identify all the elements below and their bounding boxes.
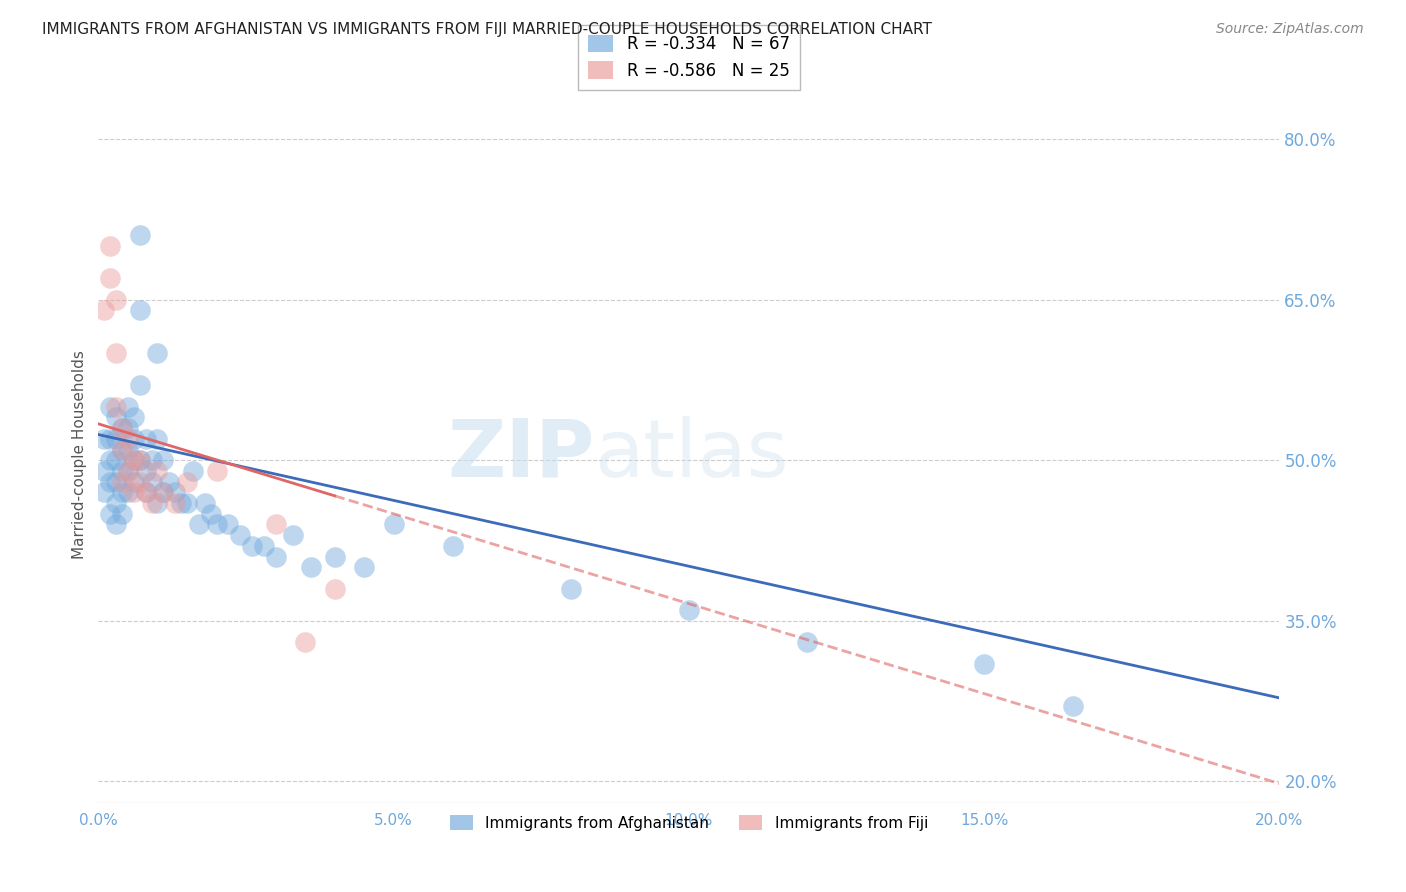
Point	[181, 464, 204, 478]
Point	[122, 485, 145, 500]
Point	[98, 507, 121, 521]
Point	[1062, 699, 1084, 714]
Point	[170, 496, 193, 510]
Point	[111, 464, 134, 478]
Point	[200, 507, 222, 521]
Point	[283, 528, 305, 542]
Point	[205, 517, 228, 532]
Point	[353, 560, 375, 574]
Point	[122, 453, 145, 467]
Point	[111, 442, 134, 457]
Point	[111, 421, 134, 435]
Point	[128, 228, 150, 243]
Point	[117, 442, 139, 457]
Text: IMMIGRANTS FROM AFGHANISTAN VS IMMIGRANTS FROM FIJI MARRIED-COUPLE HOUSEHOLDS CO: IMMIGRANTS FROM AFGHANISTAN VS IMMIGRANT…	[42, 22, 932, 37]
Point	[229, 528, 252, 542]
Y-axis label: Married-couple Households: Married-couple Households	[72, 351, 87, 559]
Point	[205, 464, 228, 478]
Point	[117, 400, 139, 414]
Point	[141, 496, 163, 510]
Point	[157, 475, 180, 489]
Point	[796, 635, 818, 649]
Point	[152, 453, 174, 467]
Point	[128, 453, 150, 467]
Point	[105, 410, 128, 425]
Point	[264, 549, 287, 564]
Text: Source: ZipAtlas.com: Source: ZipAtlas.com	[1216, 22, 1364, 37]
Point	[294, 635, 316, 649]
Point	[111, 485, 134, 500]
Point	[135, 485, 157, 500]
Point	[217, 517, 239, 532]
Point	[141, 453, 163, 467]
Point	[165, 496, 187, 510]
Point	[105, 346, 128, 360]
Point	[93, 432, 115, 446]
Point	[152, 485, 174, 500]
Point	[105, 475, 128, 489]
Point	[135, 485, 157, 500]
Point	[122, 453, 145, 467]
Point	[111, 475, 134, 489]
Point	[194, 496, 217, 510]
Point	[111, 507, 134, 521]
Point	[93, 303, 115, 318]
Point	[98, 271, 121, 285]
Point	[135, 432, 157, 446]
Point	[105, 400, 128, 414]
Point	[678, 603, 700, 617]
Point	[105, 517, 128, 532]
Point	[441, 539, 464, 553]
Point	[141, 475, 163, 489]
Point	[187, 517, 209, 532]
Legend: Immigrants from Afghanistan, Immigrants from Fiji: Immigrants from Afghanistan, Immigrants …	[444, 809, 934, 837]
Point	[122, 410, 145, 425]
Point	[98, 239, 121, 253]
Point	[93, 485, 115, 500]
Point	[117, 464, 139, 478]
Text: ZIP: ZIP	[447, 416, 595, 494]
Point	[111, 442, 134, 457]
Point	[146, 346, 169, 360]
Point	[176, 475, 198, 489]
Point	[122, 475, 145, 489]
Point	[98, 453, 121, 467]
Point	[122, 432, 145, 446]
Point	[98, 475, 121, 489]
Point	[117, 464, 139, 478]
Point	[299, 560, 322, 574]
Point	[111, 421, 134, 435]
Point	[128, 475, 150, 489]
Point	[105, 432, 128, 446]
Point	[98, 400, 121, 414]
Point	[146, 432, 169, 446]
Point	[253, 539, 276, 553]
Point	[105, 496, 128, 510]
Point	[560, 582, 582, 596]
Point	[382, 517, 405, 532]
Point	[264, 517, 287, 532]
Point	[146, 464, 169, 478]
Point	[323, 582, 346, 596]
Point	[128, 303, 150, 318]
Point	[93, 464, 115, 478]
Point	[240, 539, 263, 553]
Point	[152, 485, 174, 500]
Point	[117, 421, 139, 435]
Point	[176, 496, 198, 510]
Point	[165, 485, 187, 500]
Text: atlas: atlas	[595, 416, 789, 494]
Point	[98, 432, 121, 446]
Point	[146, 496, 169, 510]
Point	[105, 293, 128, 307]
Point	[323, 549, 346, 564]
Point	[128, 453, 150, 467]
Point	[135, 464, 157, 478]
Point	[128, 378, 150, 392]
Point	[117, 432, 139, 446]
Point	[973, 657, 995, 671]
Point	[105, 453, 128, 467]
Point	[117, 485, 139, 500]
